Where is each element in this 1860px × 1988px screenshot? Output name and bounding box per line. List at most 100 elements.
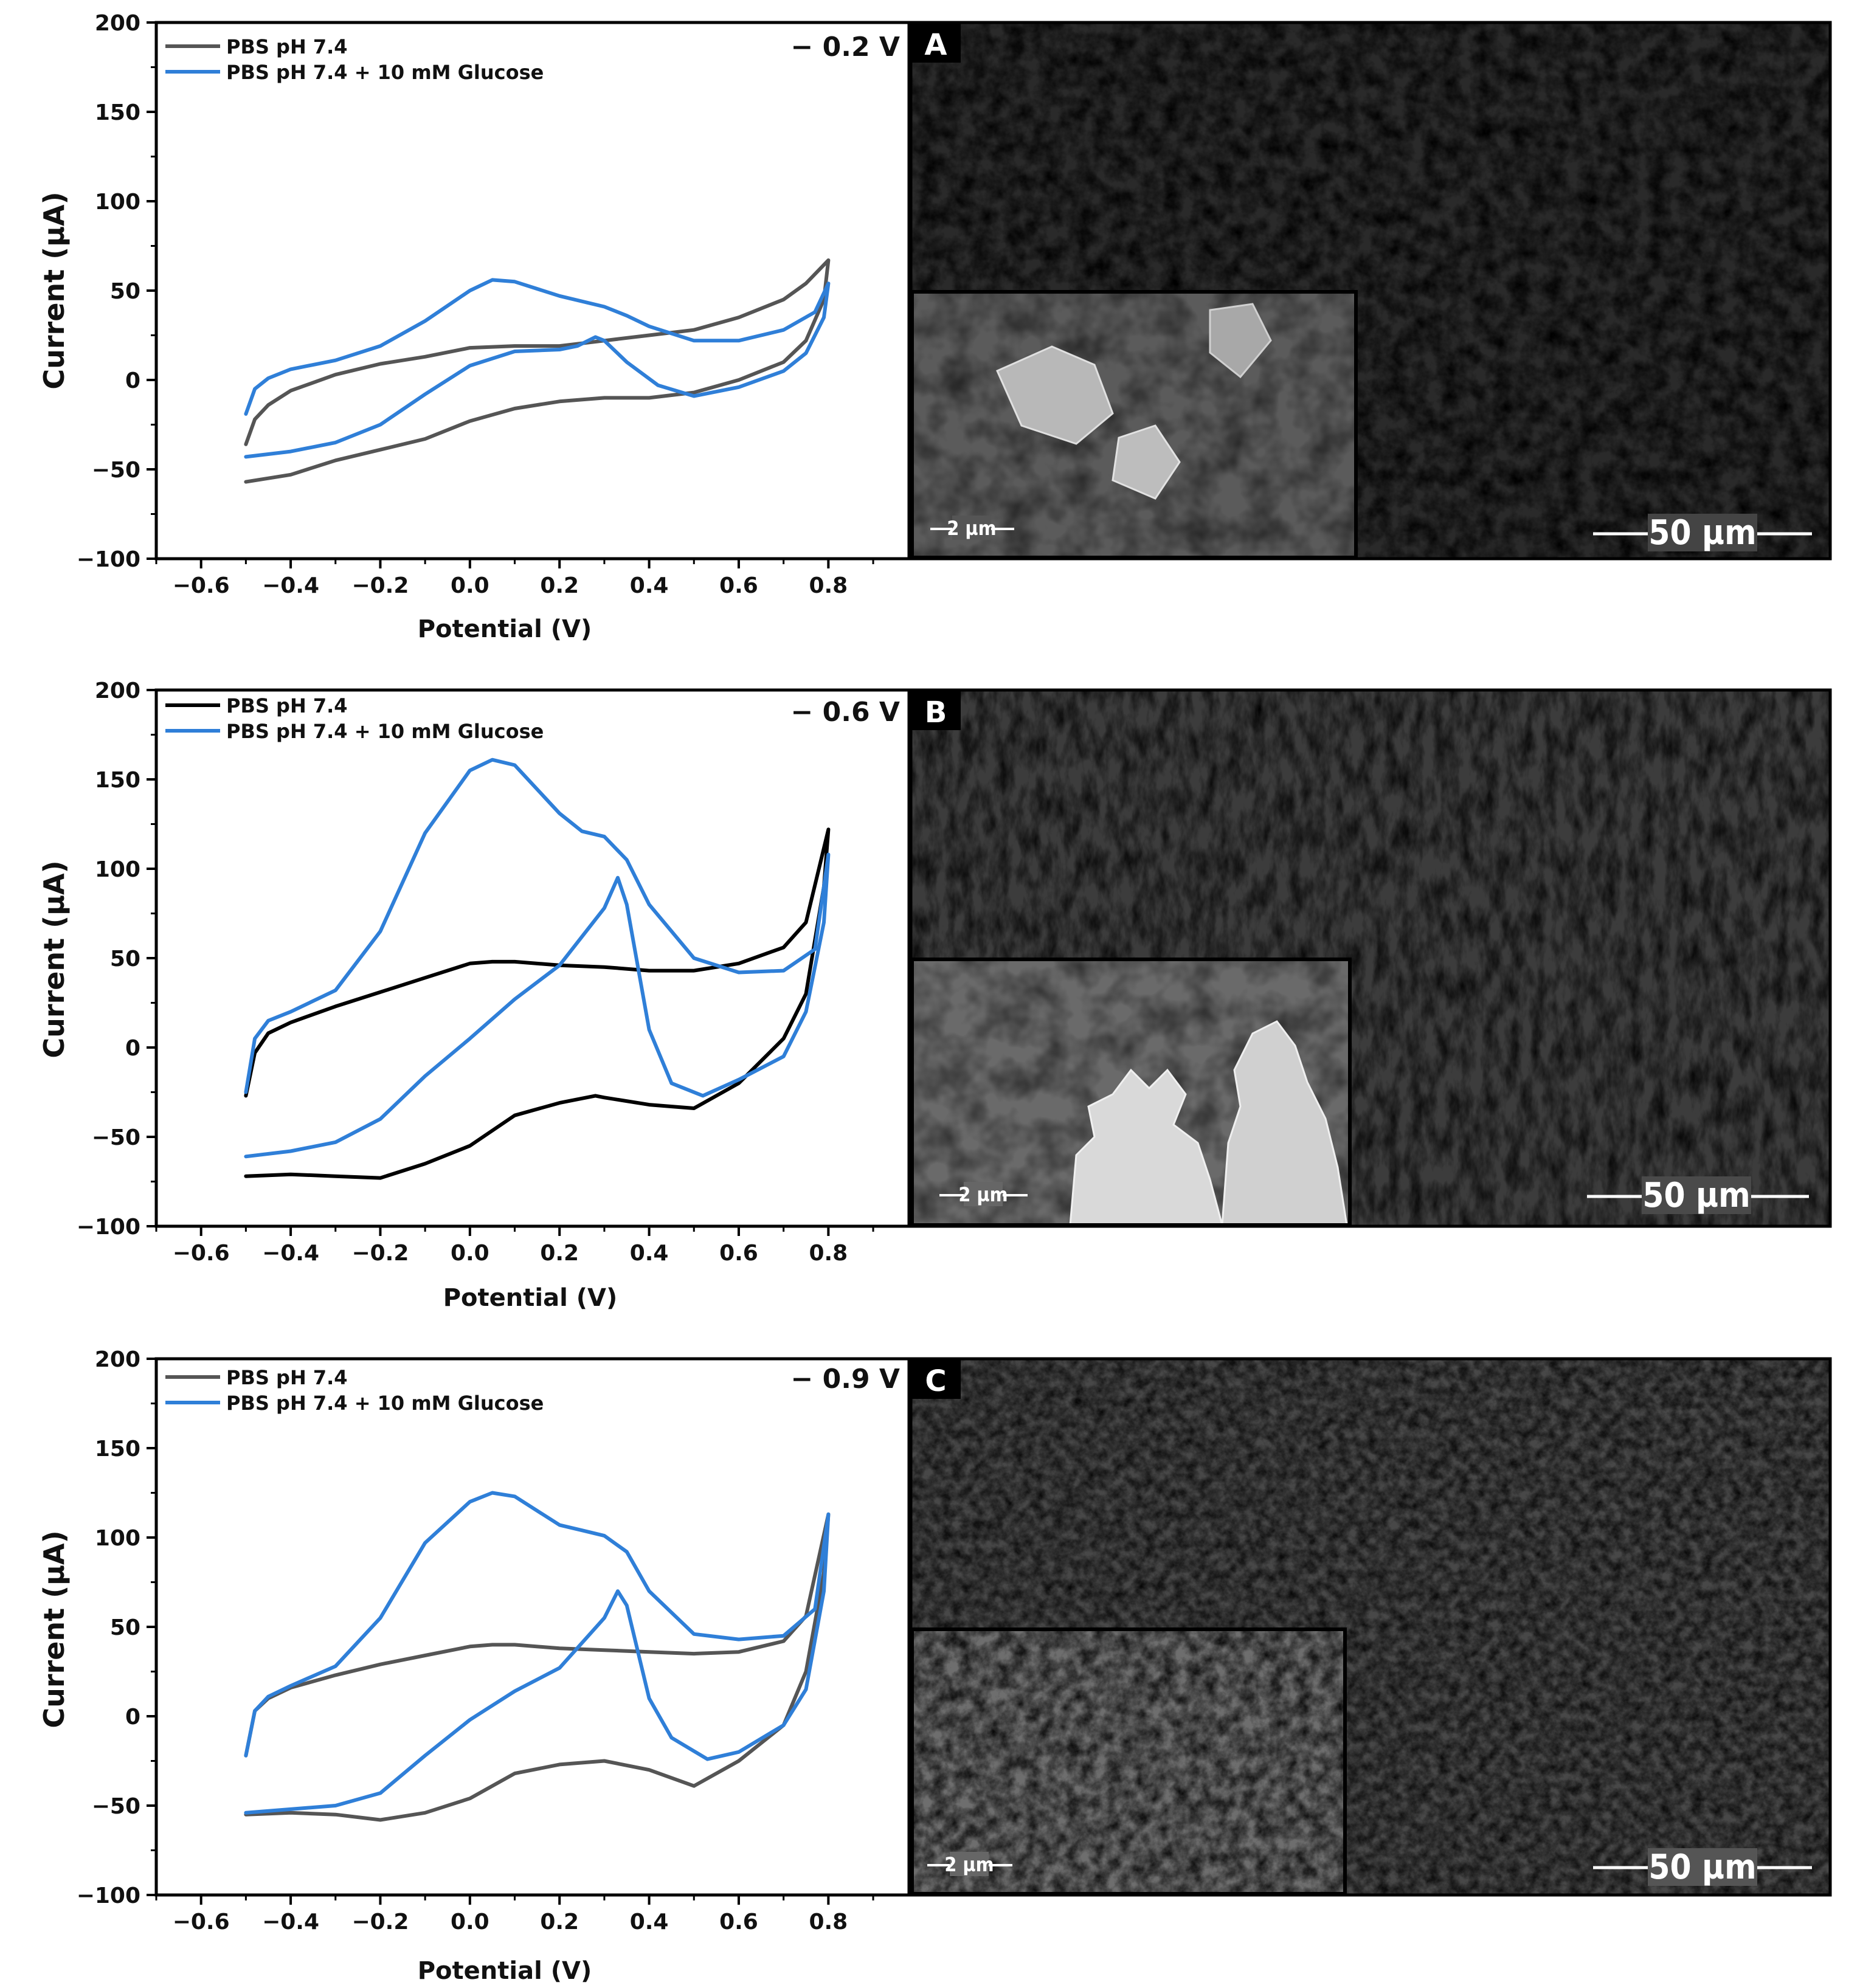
panel-letter-box — [911, 690, 961, 730]
panel-letter-box — [911, 1359, 961, 1399]
x-tick-label: 0.8 — [809, 1910, 848, 1935]
y-tick-label: 150 — [95, 768, 140, 793]
y-tick-label: 100 — [95, 1526, 140, 1551]
x-tick-label: 0.6 — [719, 1241, 758, 1266]
panel-a: Current (µA) Potential (V) −0.6 −0.4 −0.2 0… — [38, 11, 1832, 643]
y-tick-label: 100 — [95, 190, 140, 215]
series-line-glucose — [244, 758, 831, 1159]
x-tick-label: −0.6 — [173, 573, 230, 598]
scale-bar: 50 µm — [1593, 513, 1812, 553]
x-tick-label: 0.4 — [630, 1910, 669, 1935]
plot-a: Current (µA) Potential (V) −0.6 −0.4 −0.2 0… — [38, 11, 911, 643]
y-tick-label: −50 — [92, 458, 140, 483]
x-tick-label: −0.4 — [262, 1241, 319, 1266]
y-tick-label: 0 — [125, 1036, 140, 1061]
plot-b: Current (µA) Potential (V) −0.6 −0.4 −0.2 0… — [38, 678, 911, 1312]
y-tick-label: 200 — [95, 11, 140, 36]
axis-ticks: −0.6 −0.4 −0.2 0.0 0.2 0.4 0.6 0.8 −100 −50 0 50 100… — [77, 1347, 874, 1935]
y-tick-label: 150 — [95, 100, 140, 125]
series-line-glucose — [244, 1491, 831, 1815]
x-tick-label: −0.4 — [262, 1910, 319, 1935]
plot-frame — [154, 21, 911, 561]
x-axis-label: Potential (V) — [443, 1284, 618, 1312]
y-tick-label: 200 — [95, 1347, 140, 1372]
legend-label-glucose: PBS pH 7.4 + 10 mM Glucose — [226, 720, 544, 743]
series-line-glucose — [244, 278, 831, 459]
x-tick-label: 0.0 — [451, 573, 489, 598]
potential-annotation: − 0.6 V — [790, 697, 900, 728]
y-tick-label: −100 — [77, 1883, 140, 1908]
plot-frame — [154, 1357, 911, 1897]
scale-bar: 50 µm — [1593, 1848, 1812, 1887]
y-tick-label: −100 — [77, 547, 140, 572]
legend: PBS pH 7.4 PBS pH 7.4 + 10 mM Glucose — [165, 1366, 544, 1415]
x-tick-label: 0.8 — [809, 1241, 848, 1266]
x-tick-label: 0.8 — [809, 573, 848, 598]
inset-image: 2 µm — [910, 290, 1358, 559]
inset-scale-label: 2 µm — [958, 1183, 1008, 1206]
x-tick-label: 0.2 — [540, 1910, 579, 1935]
legend-label-pbs: PBS pH 7.4 — [226, 694, 348, 717]
inset-image: 2 µm — [910, 958, 1352, 1227]
y-tick-label: 150 — [95, 1437, 140, 1462]
y-tick-label: −100 — [77, 1215, 140, 1240]
legend-label-glucose: PBS pH 7.4 + 10 mM Glucose — [226, 1392, 544, 1415]
x-tick-label: 0.2 — [540, 1241, 579, 1266]
x-tick-label: 0.6 — [719, 1910, 758, 1935]
y-tick-label: 0 — [125, 1705, 140, 1730]
potential-annotation: − 0.9 V — [790, 1364, 900, 1395]
y-axis-label: Current (µA) — [38, 860, 71, 1058]
series-line-pbs — [244, 258, 831, 484]
x-tick-label: −0.2 — [351, 1910, 409, 1935]
y-tick-label: −50 — [92, 1794, 140, 1819]
y-tick-label: 50 — [110, 279, 140, 304]
x-axis-label: Potential (V) — [418, 615, 592, 643]
series-line-pbs — [244, 827, 831, 1180]
scale-bar-label: 50 µm — [1648, 1848, 1756, 1887]
inset-scale-label: 2 µm — [947, 517, 996, 540]
plot-frame — [154, 688, 911, 1228]
legend: PBS pH 7.4 PBS pH 7.4 + 10 mM Glucose — [165, 35, 544, 84]
sem-image-c: C 2 µm 50 µm — [909, 1357, 1832, 1897]
x-tick-label: −0.2 — [351, 1241, 409, 1266]
y-axis-label: Current (µA) — [38, 1530, 71, 1728]
x-axis-label: Potential (V) — [418, 1957, 592, 1985]
scale-bar-label: 50 µm — [1648, 513, 1756, 553]
y-tick-label: 0 — [125, 368, 140, 393]
x-tick-label: 0.0 — [451, 1241, 489, 1266]
y-tick-label: 50 — [110, 1615, 140, 1640]
y-tick-label: 100 — [95, 857, 140, 882]
inset-scale-label: 2 µm — [944, 1853, 994, 1876]
y-tick-label: 50 — [110, 947, 140, 972]
scale-bar: 50 µm — [1587, 1176, 1809, 1215]
panel-letter-box — [911, 22, 961, 63]
panel-letter: B — [925, 695, 947, 730]
x-tick-label: 0.4 — [630, 1241, 669, 1266]
legend-label-pbs: PBS pH 7.4 — [226, 1366, 348, 1389]
x-tick-label: −0.6 — [173, 1910, 230, 1935]
panel-b: Current (µA) Potential (V) −0.6 −0.4 −0.2 0… — [38, 678, 1832, 1312]
axis-ticks: −0.6 −0.4 −0.2 0.0 0.2 0.4 0.6 0.8 −100 −50 0 50 100… — [77, 11, 874, 598]
series-lines — [244, 258, 831, 484]
inset-image: 2 µm — [910, 1627, 1347, 1896]
potential-annotation: − 0.2 V — [790, 32, 900, 63]
legend-label-glucose: PBS pH 7.4 + 10 mM Glucose — [226, 61, 544, 84]
panel-letter: A — [924, 28, 947, 62]
panel-c: Current (µA) Potential (V) −0.6 −0.4 −0.2 0… — [38, 1347, 1832, 1985]
x-tick-label: −0.4 — [262, 573, 319, 598]
x-tick-label: −0.2 — [351, 573, 409, 598]
sem-image-a: A 2 µm 50 µm — [909, 21, 1832, 561]
x-tick-label: 0.4 — [630, 573, 669, 598]
x-tick-label: −0.6 — [173, 1241, 230, 1266]
axis-ticks: −0.6 −0.4 −0.2 0.0 0.2 0.4 0.6 0.8 −100 −50 0 50 100… — [77, 678, 874, 1266]
x-tick-label: 0.0 — [451, 1910, 489, 1935]
x-tick-label: 0.2 — [540, 573, 579, 598]
y-tick-label: 200 — [95, 678, 140, 703]
x-tick-label: 0.6 — [719, 573, 758, 598]
sem-image-b: B 2 µm 50 µm — [909, 688, 1832, 1228]
plot-c: Current (µA) Potential (V) −0.6 −0.4 −0.2 0… — [38, 1347, 911, 1985]
series-lines — [244, 758, 831, 1180]
y-axis-label: Current (µA) — [38, 192, 71, 389]
series-lines — [244, 1491, 831, 1822]
